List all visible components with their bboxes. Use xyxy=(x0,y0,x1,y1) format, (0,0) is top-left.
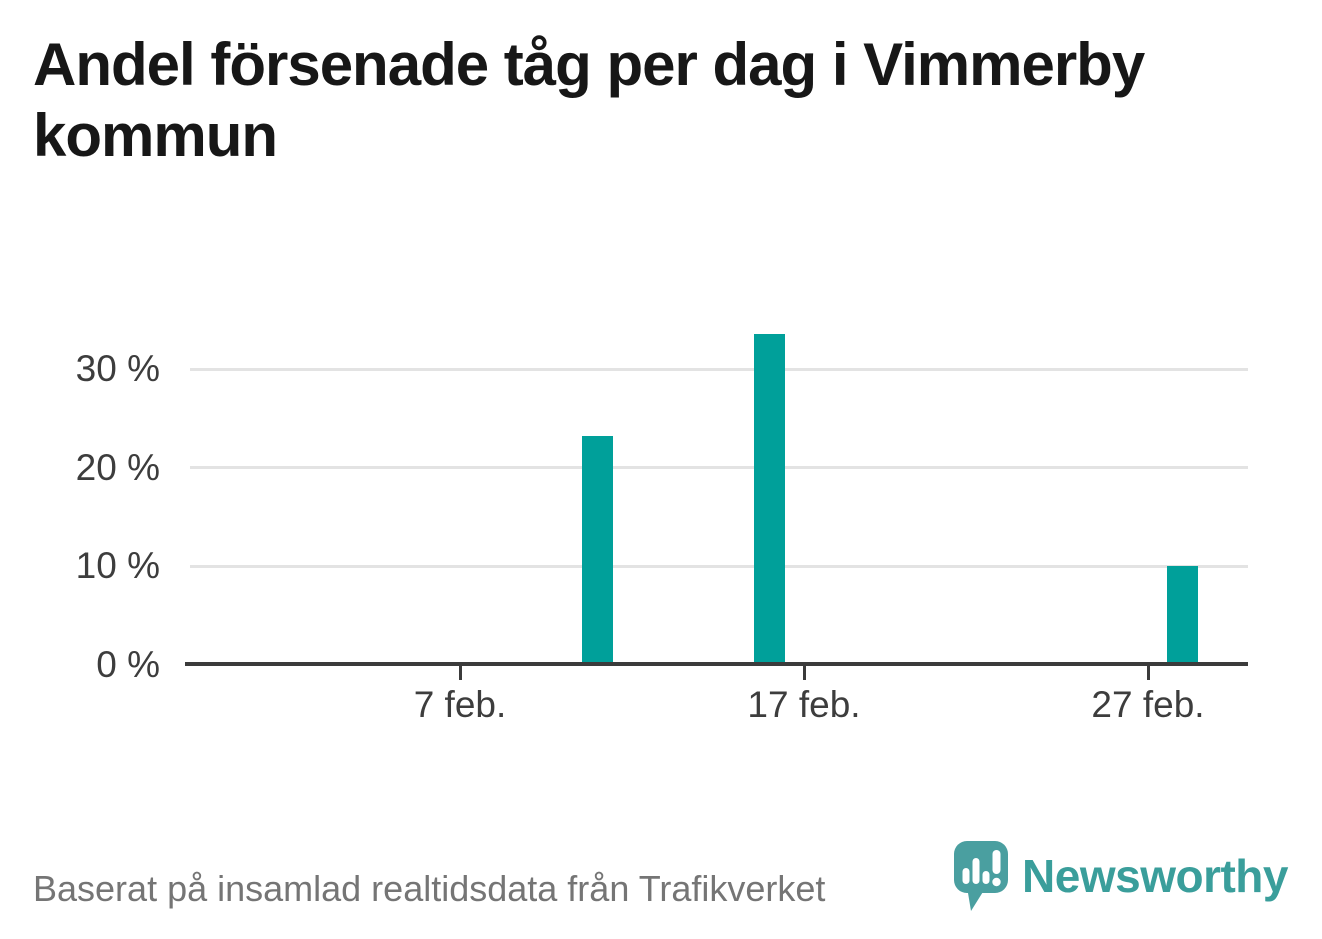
x-axis-line xyxy=(185,662,1248,666)
x-axis-label: 17 feb. xyxy=(747,684,861,725)
x-axis-label: 27 feb. xyxy=(1091,684,1205,725)
source-note: Baserat på insamlad realtidsdata från Tr… xyxy=(33,868,826,909)
newsworthy-wordmark: Newsworthy xyxy=(1022,850,1288,902)
x-axis-label: 7 feb. xyxy=(413,684,507,725)
y-axis-label: 10 % xyxy=(75,545,160,587)
y-axis-label: 20 % xyxy=(75,446,160,488)
gridline-30 xyxy=(190,367,1248,371)
x-axis-tick xyxy=(1146,666,1150,680)
bar-16feb xyxy=(754,333,786,665)
x-axis-tick xyxy=(458,666,462,680)
bar-11feb xyxy=(582,436,614,665)
x-axis-tick xyxy=(802,666,806,680)
chart-title: Andel försenade tåg per dag i Vimmerby k… xyxy=(33,31,1145,169)
newsworthy-logo-icon xyxy=(954,841,1009,911)
newsworthy-branding: Newsworthy xyxy=(954,841,1288,913)
y-axis-label: 0 % xyxy=(96,644,160,685)
gridline-20 xyxy=(190,466,1248,470)
gridline-10 xyxy=(190,564,1248,568)
bar-28feb xyxy=(1166,566,1198,665)
y-axis-label: 30 % xyxy=(75,348,160,390)
